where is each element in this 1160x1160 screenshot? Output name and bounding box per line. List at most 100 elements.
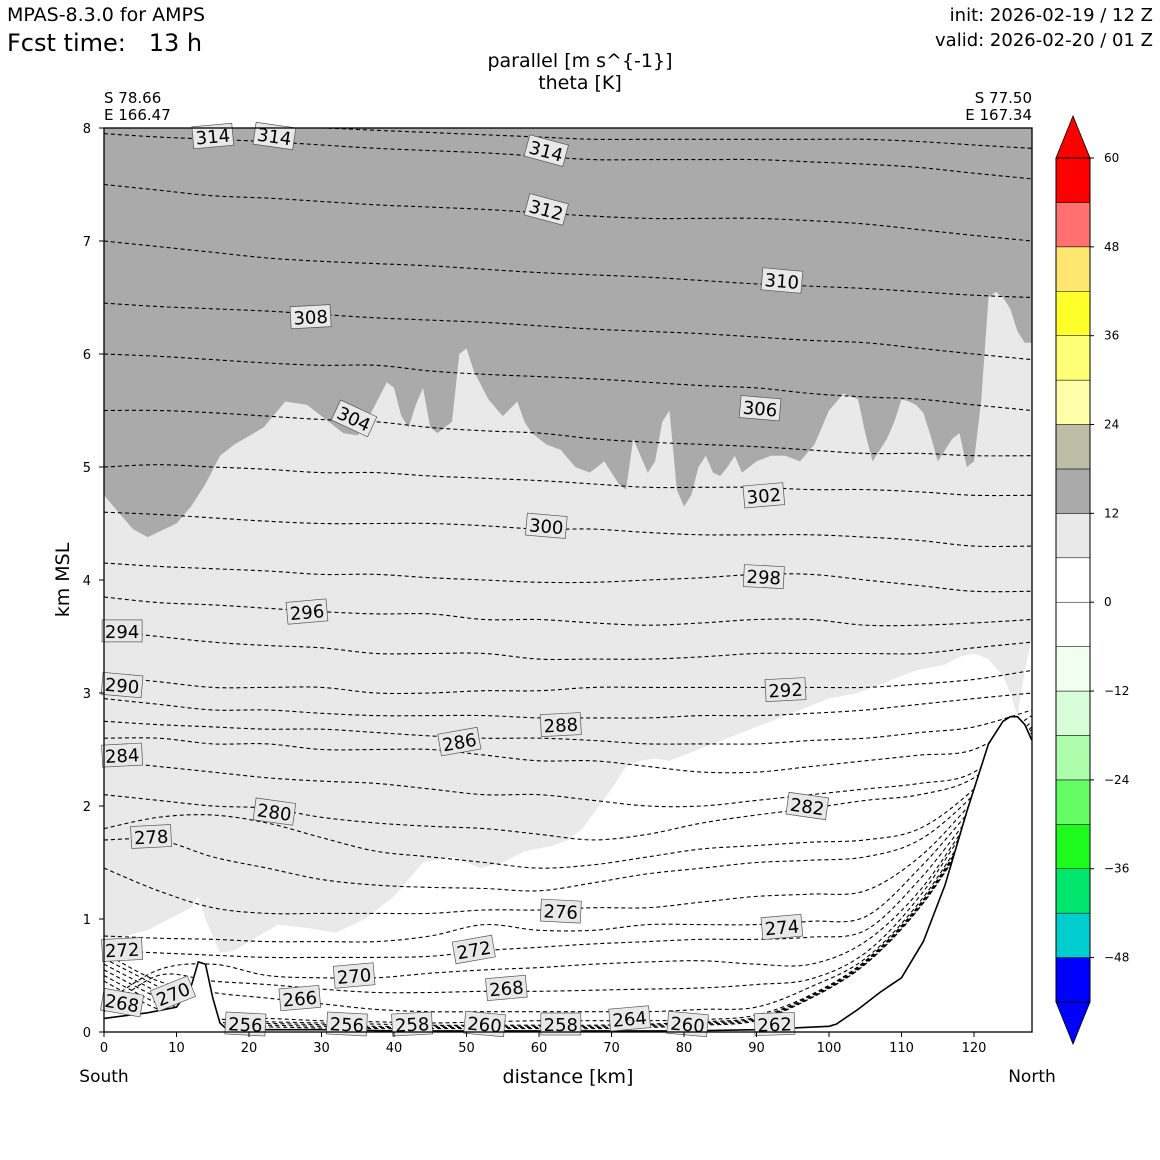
contour-label-314: 314 [252,121,297,150]
theta-contour-298 [104,562,1032,593]
contour-label-284: 284 [101,742,144,768]
theta-contour-288 [104,709,1032,745]
contour-label-box [437,726,482,757]
contour-label-box [391,1011,434,1037]
theta-contour-308 [104,302,1032,361]
x-tick-label: 0 [100,1041,108,1056]
contour-label-box [760,913,804,940]
contour-label-box [785,791,830,821]
contour-label-box [101,937,144,962]
contour-label-box [525,512,568,539]
contour-label-text: 272 [104,940,139,963]
contour-label-274: 274 [760,913,804,940]
colorbar-segment [1055,690,1091,736]
contour-label-text: 262 [757,1014,792,1036]
contour-label-text: 276 [543,901,578,924]
contour-label-box [130,824,173,849]
contour-label-272: 272 [101,937,144,963]
y-tick-label: 3 [83,687,91,702]
contour-label-box [101,742,144,768]
contour-label-300: 300 [525,512,568,539]
contour-label-text: 278 [133,827,168,850]
contour-label-280: 280 [252,797,297,826]
theta-contour-262 [104,749,1032,1026]
theta-contour-304 [104,409,1032,457]
valid-time: valid: 2026-02-20 / 01 Z [935,30,1153,51]
theta-contour-260 [104,749,1032,1027]
colorbar-over-arrow [1055,114,1091,159]
contour-label-text: 266 [282,988,318,1012]
y-tick-label: 6 [83,348,91,363]
contour-label-258: 258 [540,1012,582,1036]
theta-contour-306 [104,353,1032,412]
contour-label-text: 280 [256,800,293,826]
contour-label-box [149,975,197,1012]
contour-label-292: 292 [764,677,807,702]
colorbar-tick-label: −12 [1104,684,1129,698]
y-tick-label: 7 [83,235,91,250]
y-tick-label: 5 [83,461,91,476]
x-axis-label: distance [km] [503,1066,634,1088]
contour-label-260: 260 [463,1010,506,1038]
contour-label-box [608,1005,651,1032]
theta-contour-280 [104,728,1032,869]
contour-label-box [463,1010,506,1038]
theta-contour-286 [104,715,1032,774]
theta-contour-312 [104,183,1032,242]
contour-label-box [753,1011,796,1037]
model-title: MPAS-8.3.0 for AMPS [7,4,206,26]
contour-label-text: 306 [742,398,778,422]
colorbar-segment [1055,246,1091,292]
contour-label-box [451,934,496,965]
right-lon: E 167.34 [965,106,1032,124]
terrain [104,715,1032,1032]
contour-label-box [191,122,235,150]
contour-label-box [523,193,569,226]
x-tick-label: 10 [168,1041,185,1056]
colorbar-tick-label: −36 [1104,862,1129,876]
contour-label-302: 302 [742,482,786,509]
colorbar-segment [1055,646,1091,692]
wind-region-12-18 [104,128,1032,538]
theta-contour-268 [104,749,1032,1013]
chart-subtitle: theta [K] [538,72,622,94]
contour-label-box [224,1011,267,1037]
contour-label-text: 260 [466,1014,502,1038]
colorbar-tick-label: 60 [1104,151,1119,165]
init-time: init: 2026-02-19 / 12 Z [949,5,1153,26]
theta-contour-278 [104,732,1032,892]
contour-label-text: 302 [746,485,782,509]
contour-label-box [764,677,807,702]
left-lon: E 166.47 [104,106,171,124]
contour-label-306: 306 [738,395,782,422]
theta-contour-282 [104,726,1032,841]
wind-shading [104,128,1032,953]
contour-label-box [101,619,143,643]
y-axis-label: km MSL [52,542,74,617]
contour-label-266: 266 [278,985,322,1012]
contour-label-298: 298 [742,564,785,590]
x-tick-label: 80 [676,1041,693,1056]
contour-label-text: 294 [105,622,139,643]
contour-label-box [539,712,582,737]
contour-label-box [540,1012,582,1036]
contour-label-box [100,987,145,1018]
theta-contour-270 [104,749,1032,1005]
contour-label-text: 256 [228,1014,263,1037]
colorbar-segment [1055,157,1091,203]
contour-label-box [760,267,804,294]
colorbar-segment [1055,557,1091,603]
contour-label-text: 282 [789,795,826,821]
contour-label-box [539,898,582,924]
theta-contour-264 [104,749,1032,1024]
colorbar-tick-label: −24 [1104,773,1129,787]
axes: 0 10 20 30 40 50 60 70 80 90 100 110 120 0 1 2 3 4 5 6 7 8 [83,122,987,1056]
y-tick-label: 4 [83,574,91,589]
contour-label-278: 278 [130,824,173,850]
colorbar-tick-label: 12 [1104,506,1119,520]
contour-label-text: 300 [528,515,564,539]
contour-label-box [252,797,297,826]
contour-label-text: 310 [764,270,800,294]
x-tick-label: 60 [531,1041,548,1056]
contour-label-text: 298 [746,567,781,590]
